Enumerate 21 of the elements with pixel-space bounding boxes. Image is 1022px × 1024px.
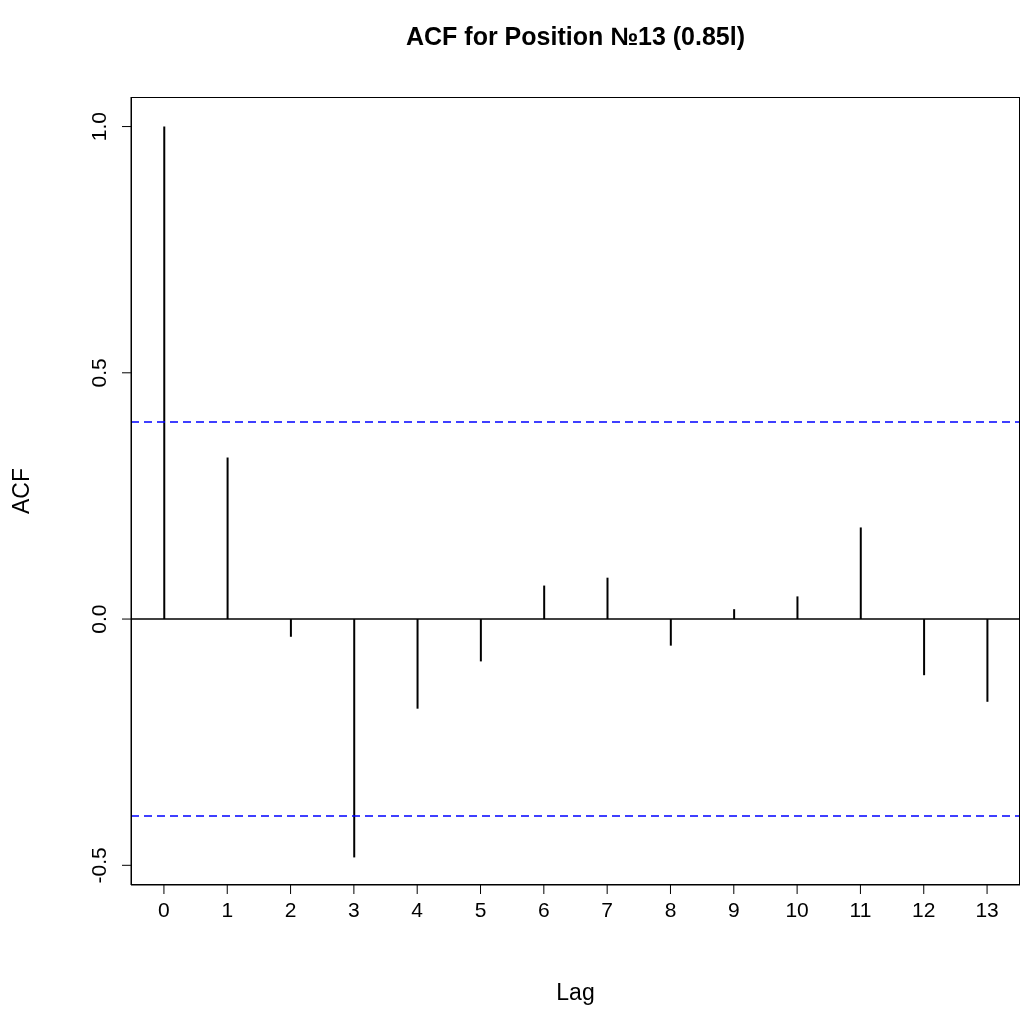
chart-title: ACF for Position №13 (0.85l)	[405, 22, 746, 51]
y-tick-label: 1.0	[87, 111, 110, 142]
x-tick-label: 10	[785, 897, 809, 921]
x-tick-label: 6	[538, 897, 550, 921]
x-axis-title: Lag	[556, 979, 595, 1005]
y-tick-label: 0.5	[87, 358, 110, 388]
y-tick-label: 0.0	[87, 604, 110, 634]
y-axis-title: ACF	[8, 468, 35, 514]
x-tick-label: 13	[975, 897, 999, 921]
x-tick-label: 5	[474, 897, 487, 921]
y-tick-label: -0.5	[87, 847, 110, 884]
x-tick-label: 7	[601, 897, 613, 921]
x-tick-label: 11	[849, 897, 872, 921]
x-tick-label: 0	[158, 897, 170, 921]
x-tick-label: 8	[664, 897, 677, 921]
x-tick-label: 9	[727, 897, 740, 921]
x-tick-label: 2	[284, 897, 297, 921]
x-tick-label: 3	[348, 897, 360, 921]
x-tick-label: 1	[221, 897, 234, 921]
x-tick-label: 4	[411, 897, 424, 921]
x-tick-label: 12	[912, 897, 936, 921]
